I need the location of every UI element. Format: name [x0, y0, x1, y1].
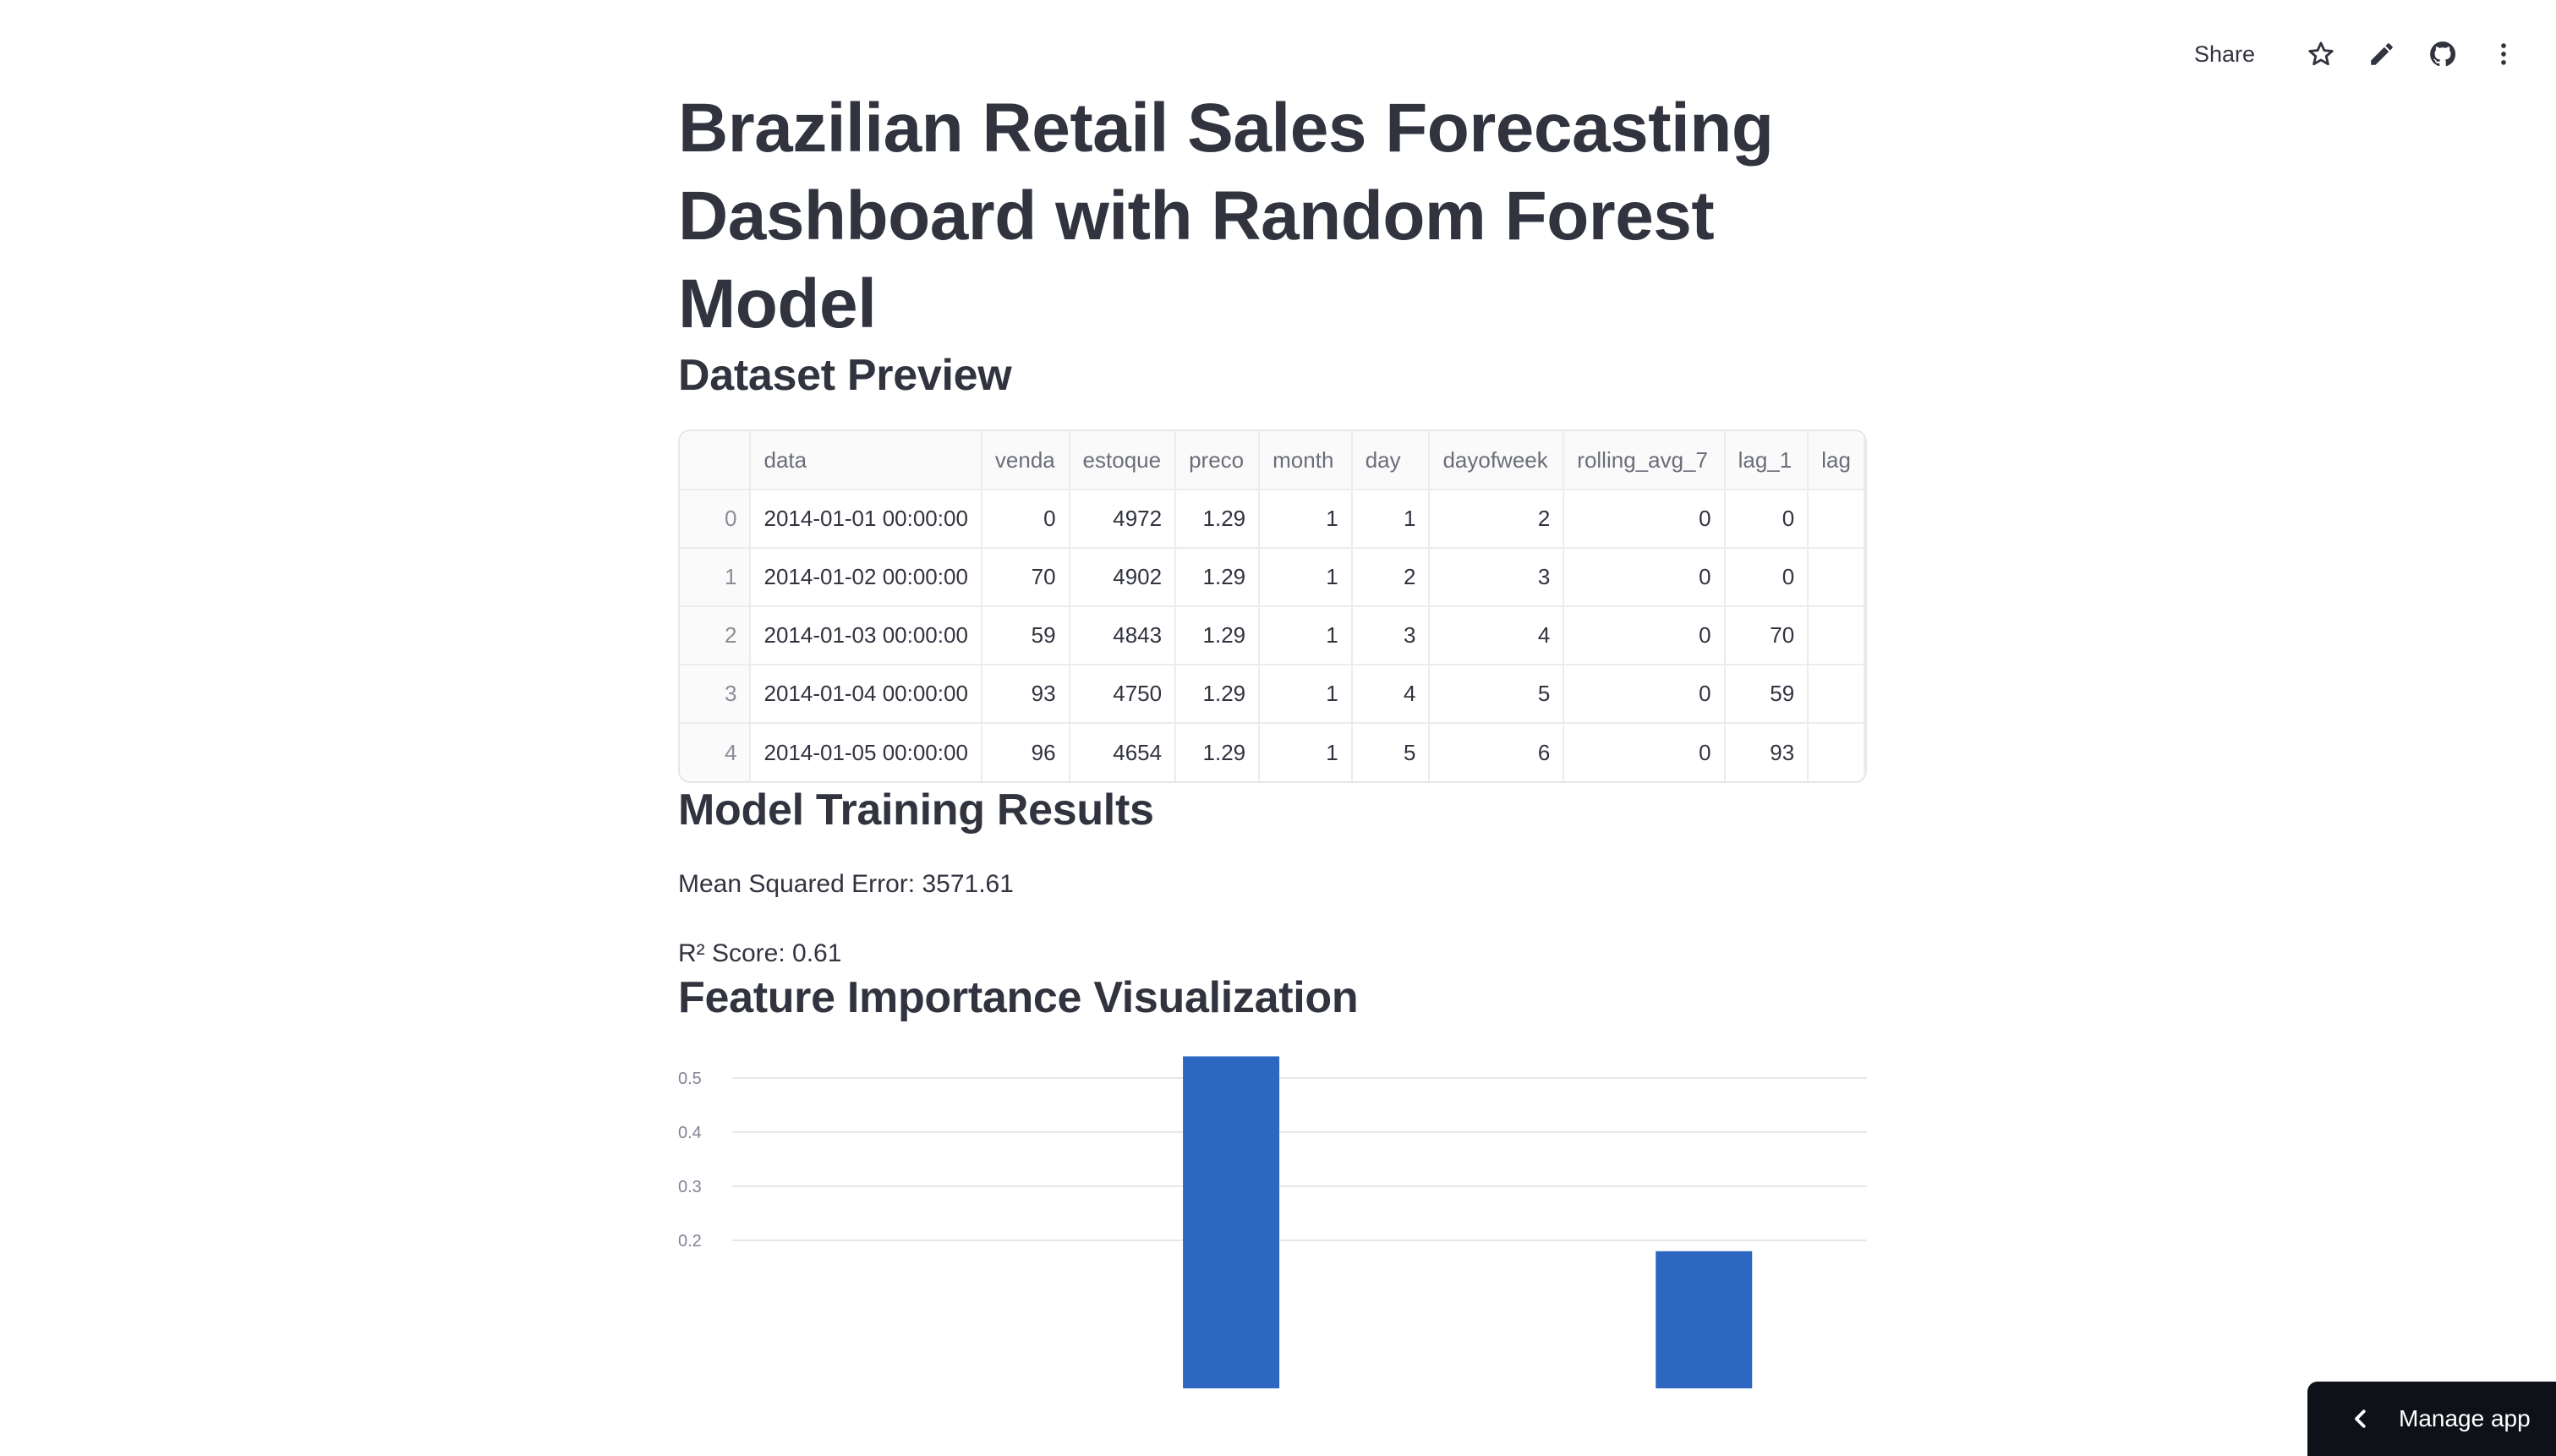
column-header[interactable]: rolling_avg_7: [1563, 431, 1726, 490]
feature-importance-chart[interactable]: 0.2 0.3 0.4 0.5: [678, 1050, 1867, 1388]
table-cell[interactable]: 3: [1351, 606, 1431, 665]
table-cell[interactable]: 2014-01-01 00:00:00: [750, 490, 982, 549]
y-tick-label: 0.4: [678, 1124, 702, 1142]
table-cell[interactable]: [1808, 606, 1865, 665]
y-tick-label: 0.2: [678, 1232, 702, 1251]
table-cell[interactable]: 1: [1259, 665, 1353, 724]
table-cell[interactable]: 1.29: [1175, 490, 1261, 549]
table-cell[interactable]: 4902: [1069, 548, 1177, 607]
table-cell[interactable]: 93: [1724, 723, 1809, 781]
table-cell[interactable]: 1: [1259, 548, 1353, 607]
r2-score-text: R² Score: 0.61: [678, 939, 842, 967]
table-row: 4 2014-01-05 00:00:00 96 4654 1.29 1 5 6 0 93: [680, 723, 1865, 781]
table-cell[interactable]: 4: [1351, 665, 1431, 724]
table-cell[interactable]: 93: [981, 665, 1070, 724]
importance-bar[interactable]: [1656, 1251, 1753, 1388]
table-cell[interactable]: 1: [1259, 490, 1353, 549]
more-vertical-icon[interactable]: [2480, 30, 2527, 78]
table-cell[interactable]: 70: [981, 548, 1070, 607]
pencil-icon[interactable]: [2358, 30, 2405, 78]
row-index-cell[interactable]: 3: [680, 665, 752, 724]
row-index-cell[interactable]: 4: [680, 723, 752, 781]
table-cell[interactable]: 4843: [1069, 606, 1177, 665]
dataframe-grid: data venda estoque preco month day dayof…: [680, 431, 1865, 781]
column-header[interactable]: lag: [1808, 431, 1865, 490]
page-title: Brazilian Retail Sales Forecasting Dashb…: [678, 90, 1774, 342]
model-results-heading: Model Training Results: [678, 785, 1154, 835]
chevron-left-icon: [2355, 1409, 2366, 1428]
table-cell[interactable]: 2014-01-02 00:00:00: [750, 548, 982, 607]
table-cell[interactable]: 6: [1429, 723, 1565, 781]
row-index-cell[interactable]: 2: [680, 606, 752, 665]
table-cell[interactable]: 4972: [1069, 490, 1177, 549]
row-index-cell[interactable]: 1: [680, 548, 752, 607]
table-row: 1 2014-01-02 00:00:00 70 4902 1.29 1 2 3 0 0: [680, 548, 1865, 607]
table-cell[interactable]: [1808, 723, 1865, 781]
table-cell[interactable]: 4: [1429, 606, 1565, 665]
column-header[interactable]: [680, 431, 752, 490]
table-cell[interactable]: 0: [1724, 548, 1809, 607]
dataset-preview-heading: Dataset Preview: [678, 351, 1012, 400]
table-cell[interactable]: [1808, 548, 1865, 607]
table-cell[interactable]: 0: [1563, 723, 1726, 781]
feature-importance-heading: Feature Importance Visualization: [678, 973, 1359, 1022]
chart-svg: 0.2 0.3 0.4 0.5: [678, 1056, 1867, 1388]
table-cell[interactable]: [1808, 665, 1865, 724]
column-header[interactable]: estoque: [1069, 431, 1177, 490]
table-row: 0 2014-01-01 00:00:00 0 4972 1.29 1 1 2 0 0: [680, 490, 1865, 549]
table-cell[interactable]: 1: [1259, 723, 1353, 781]
table-cell[interactable]: 1: [1351, 490, 1431, 549]
table-cell[interactable]: 1: [1259, 606, 1353, 665]
table-cell[interactable]: 5: [1429, 665, 1565, 724]
column-header[interactable]: preco: [1175, 431, 1261, 490]
table-cell[interactable]: 1.29: [1175, 665, 1261, 724]
table-cell[interactable]: 2014-01-03 00:00:00: [750, 606, 982, 665]
importance-bar[interactable]: [1183, 1056, 1280, 1388]
table-cell[interactable]: 4654: [1069, 723, 1177, 781]
y-tick-label: 0.5: [678, 1070, 702, 1088]
manage-app-label: Manage app: [2399, 1405, 2531, 1431]
table-header-row: data venda estoque preco month day dayof…: [680, 431, 1865, 490]
table-cell[interactable]: 3: [1429, 548, 1565, 607]
main-content: Brazilian Retail Sales Forecasting Dashb…: [678, 0, 1869, 1388]
column-header[interactable]: month: [1259, 431, 1353, 490]
table-row: 3 2014-01-04 00:00:00 93 4750 1.29 1 4 5 0 59: [680, 665, 1865, 724]
table-cell[interactable]: 59: [1724, 665, 1809, 724]
column-header[interactable]: dayofweek: [1429, 431, 1565, 490]
table-cell[interactable]: 0: [1724, 490, 1809, 549]
row-index-cell[interactable]: 0: [680, 490, 752, 549]
star-icon[interactable]: [2297, 30, 2345, 78]
column-header[interactable]: venda: [981, 431, 1070, 490]
share-button[interactable]: Share: [2193, 41, 2255, 67]
mse-text: Mean Squared Error: 3571.61: [678, 870, 1014, 898]
table-cell[interactable]: 70: [1724, 606, 1809, 665]
column-header[interactable]: data: [750, 431, 982, 490]
table-cell[interactable]: 1.29: [1175, 723, 1261, 781]
column-header[interactable]: lag_1: [1724, 431, 1809, 490]
table-cell[interactable]: 59: [981, 606, 1070, 665]
table-cell[interactable]: 4750: [1069, 665, 1177, 724]
table-cell[interactable]: [1808, 490, 1865, 549]
dataset-preview-table[interactable]: data venda estoque preco month day dayof…: [678, 430, 1867, 783]
table-cell[interactable]: 5: [1351, 723, 1431, 781]
column-header[interactable]: day: [1351, 431, 1431, 490]
table-cell[interactable]: 2014-01-04 00:00:00: [750, 665, 982, 724]
table-cell[interactable]: 96: [981, 723, 1070, 781]
table-cell[interactable]: 0: [981, 490, 1070, 549]
table-row: 2 2014-01-03 00:00:00 59 4843 1.29 1 3 4 0 70: [680, 606, 1865, 665]
top-toolbar: Share: [2179, 30, 2527, 78]
y-tick-label: 0.3: [678, 1178, 702, 1196]
table-cell[interactable]: 2: [1351, 548, 1431, 607]
table-cell[interactable]: 1.29: [1175, 606, 1261, 665]
table-cell[interactable]: 2014-01-05 00:00:00: [750, 723, 982, 781]
table-cell[interactable]: 1.29: [1175, 548, 1261, 607]
table-cell[interactable]: 0: [1563, 606, 1726, 665]
table-cell[interactable]: 0: [1563, 548, 1726, 607]
table-cell[interactable]: 0: [1563, 490, 1726, 549]
table-cell[interactable]: 0: [1563, 665, 1726, 724]
github-icon[interactable]: [2419, 30, 2466, 78]
table-cell[interactable]: 2: [1429, 490, 1565, 549]
manage-app-button[interactable]: Manage app: [2307, 1382, 2556, 1456]
